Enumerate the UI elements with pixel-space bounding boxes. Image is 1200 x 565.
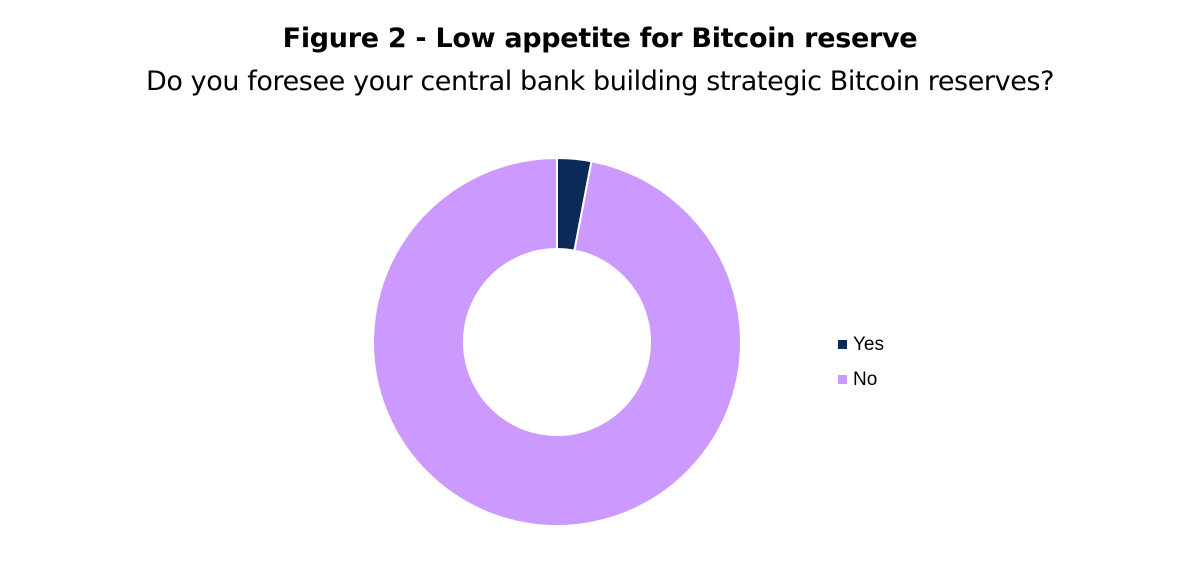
legend-label-yes: Yes: [853, 333, 884, 355]
legend-swatch-no: [838, 375, 847, 384]
legend-swatch-yes: [838, 340, 847, 349]
chart-title: Figure 2 - Low appetite for Bitcoin rese…: [282, 23, 918, 54]
legend-item-yes: Yes: [838, 327, 884, 362]
donut-slice-no: [372, 156, 742, 527]
legend-label-no: No: [853, 368, 878, 390]
chart-subtitle: Do you foresee your central bank buildin…: [145, 66, 1055, 97]
legend-item-no: No: [838, 362, 884, 397]
chart-legend: Yes No: [838, 327, 884, 397]
